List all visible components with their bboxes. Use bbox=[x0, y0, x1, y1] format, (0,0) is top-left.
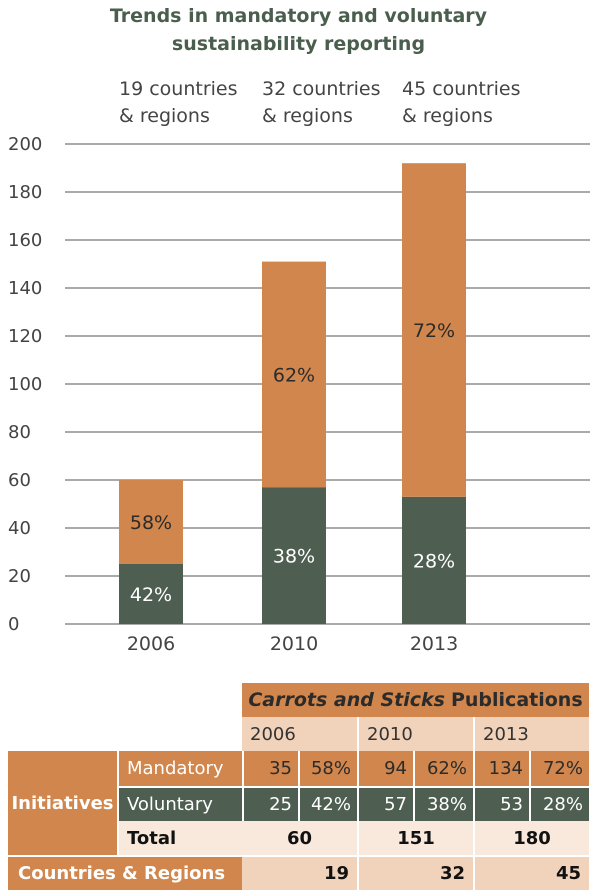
category-note-2006-line2: & regions bbox=[119, 105, 210, 127]
voluntary-value-2013: 53 bbox=[473, 786, 529, 821]
table-header-italic: Carrots and Sticks bbox=[248, 689, 445, 711]
total-2013: 180 bbox=[473, 821, 589, 855]
voluntary-pct-2013: 28% bbox=[529, 786, 589, 821]
mandatory-value-2013: 134 bbox=[473, 751, 529, 786]
mandatory-value-2010: 94 bbox=[357, 751, 413, 786]
bar-chart: 0 20 40 60 80 100 120 140 160 180 200 42% 58% 2006 19 … bbox=[8, 78, 590, 655]
data-label-mandatory-2010: 62% bbox=[273, 364, 315, 386]
data-label-voluntary-2006: 42% bbox=[130, 584, 172, 606]
table-header: Carrots and Sticks Publications bbox=[242, 683, 589, 717]
y-tick-label-60: 60 bbox=[8, 470, 31, 491]
data-label-mandatory-2006: 58% bbox=[130, 512, 172, 534]
bar-voluntary-2013 bbox=[402, 496, 466, 624]
total-2006: 60 bbox=[242, 821, 357, 855]
x-tick-label-2006: 2006 bbox=[127, 633, 175, 655]
y-tick-label-160: 160 bbox=[8, 230, 42, 251]
x-tick-label-2010: 2010 bbox=[270, 633, 318, 655]
total-2010: 151 bbox=[357, 821, 473, 855]
y-tick-label-140: 140 bbox=[8, 278, 42, 299]
y-tick-label-0: 0 bbox=[8, 614, 19, 635]
category-note-2010-line1: 32 countries bbox=[262, 78, 381, 100]
bar-mandatory-2006 bbox=[119, 480, 183, 564]
countries-2013: 45 bbox=[473, 857, 589, 890]
year-header-2006: 2006 bbox=[242, 717, 357, 751]
category-note-2013-line1: 45 countries bbox=[402, 78, 521, 100]
total-label: Total bbox=[117, 821, 242, 855]
initiatives-label: Initiatives bbox=[8, 751, 117, 855]
countries-2006: 19 bbox=[242, 857, 357, 890]
chart-title-line1: Trends in mandatory and voluntary bbox=[109, 5, 488, 27]
voluntary-pct-2010: 38% bbox=[413, 786, 473, 821]
bar-voluntary-2010 bbox=[262, 487, 326, 624]
mandatory-pct-2010: 62% bbox=[413, 751, 473, 786]
y-tick-label-20: 20 bbox=[8, 566, 31, 587]
x-tick-label-2013: 2013 bbox=[410, 633, 458, 655]
table-header-rest: Publications bbox=[450, 689, 583, 711]
y-tick-label-100: 100 bbox=[8, 374, 42, 395]
bar-mandatory-2013 bbox=[402, 163, 466, 497]
bar-voluntary-2006 bbox=[119, 564, 183, 624]
data-label-mandatory-2013: 72% bbox=[413, 320, 455, 342]
mandatory-pct-2013: 72% bbox=[529, 751, 589, 786]
voluntary-value-2010: 57 bbox=[357, 786, 413, 821]
category-note-2010-line2: & regions bbox=[262, 105, 353, 127]
voluntary-pct-2006: 42% bbox=[298, 786, 357, 821]
countries-2010: 32 bbox=[357, 857, 473, 890]
mandatory-value-2006: 35 bbox=[242, 751, 298, 786]
countries-regions-label: Countries & Regions bbox=[8, 857, 242, 890]
category-note-2006-line1: 19 countries bbox=[119, 78, 238, 100]
bar-mandatory-2010 bbox=[262, 261, 326, 488]
mandatory-label: Mandatory bbox=[117, 751, 242, 786]
y-tick-label-40: 40 bbox=[8, 518, 31, 539]
data-label-voluntary-2010: 38% bbox=[273, 546, 315, 568]
mandatory-pct-2006: 58% bbox=[298, 751, 357, 786]
year-header-2013: 2013 bbox=[473, 717, 589, 751]
y-tick-label-120: 120 bbox=[8, 326, 42, 347]
voluntary-label: Voluntary bbox=[117, 786, 242, 821]
category-note-2013-line2: & regions bbox=[402, 105, 493, 127]
year-header-2010: 2010 bbox=[357, 717, 473, 751]
voluntary-value-2006: 25 bbox=[242, 786, 298, 821]
y-tick-label-180: 180 bbox=[8, 182, 42, 203]
chart-title-line2: sustainability reporting bbox=[171, 33, 426, 55]
chart-title: Trends in mandatory and voluntary sustai… bbox=[0, 2, 597, 58]
y-tick-label-80: 80 bbox=[8, 422, 31, 443]
data-label-voluntary-2013: 28% bbox=[413, 550, 455, 572]
y-tick-label-200: 200 bbox=[8, 134, 42, 155]
